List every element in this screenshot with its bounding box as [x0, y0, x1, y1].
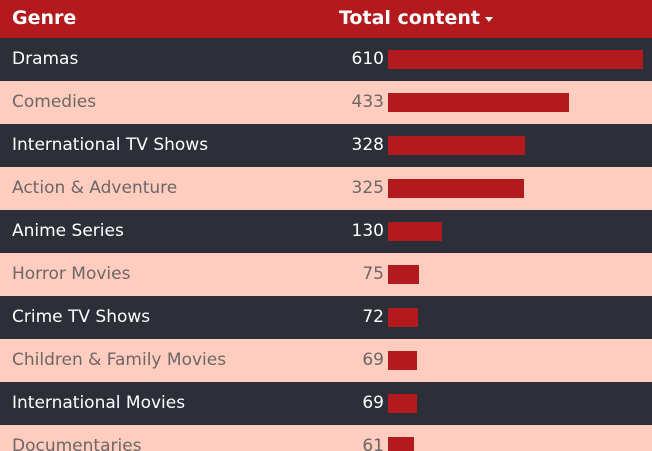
- count-value: 69: [362, 393, 384, 413]
- count-value: 72: [362, 307, 384, 327]
- genre-label: Documentaries: [12, 436, 142, 451]
- genre-label: International TV Shows: [12, 135, 209, 155]
- genre-label: Children & Family Movies: [12, 350, 227, 370]
- sort-descending-icon[interactable]: [485, 17, 493, 22]
- genre-label: Comedies: [12, 92, 97, 112]
- count-bar: [388, 222, 442, 241]
- count-bar: [388, 136, 525, 155]
- table-row[interactable]: Crime TV Shows 72: [0, 296, 652, 339]
- table-row[interactable]: International Movies 69: [0, 382, 652, 425]
- count-value: 130: [351, 221, 384, 241]
- count-bar: [388, 437, 414, 451]
- table-row[interactable]: Dramas 610: [0, 38, 652, 81]
- count-bar: [388, 179, 524, 198]
- genre-label: International Movies: [12, 393, 186, 413]
- genre-label: Action & Adventure: [12, 178, 178, 198]
- count-value: 61: [362, 436, 384, 451]
- count-value: 325: [351, 178, 384, 198]
- count-value: 69: [362, 350, 384, 370]
- count-bar: [388, 394, 417, 413]
- total-content-column-header[interactable]: Total content: [339, 7, 480, 29]
- table-row[interactable]: Documentaries 61: [0, 425, 652, 451]
- genre-label: Horror Movies: [12, 264, 131, 284]
- table-row[interactable]: Horror Movies 75: [0, 253, 652, 296]
- table-row[interactable]: International TV Shows 328: [0, 124, 652, 167]
- genre-column-header[interactable]: Genre: [12, 7, 77, 29]
- count-bar: [388, 50, 643, 69]
- count-bar: [388, 265, 419, 284]
- count-bar: [388, 308, 418, 327]
- count-value: 328: [351, 135, 384, 155]
- table-header: Genre Total content: [0, 0, 652, 38]
- genre-label: Crime TV Shows: [12, 307, 151, 327]
- table-row[interactable]: Action & Adventure 325: [0, 167, 652, 210]
- table-row[interactable]: Children & Family Movies 69: [0, 339, 652, 382]
- genre-label: Dramas: [12, 49, 79, 69]
- count-bar: [388, 351, 417, 370]
- count-bar: [388, 93, 569, 112]
- count-value: 75: [362, 264, 384, 284]
- count-value: 433: [351, 92, 384, 112]
- table-row[interactable]: Anime Series 130: [0, 210, 652, 253]
- count-value: 610: [351, 49, 384, 69]
- table-row[interactable]: Comedies 433: [0, 81, 652, 124]
- genre-label: Anime Series: [12, 221, 124, 241]
